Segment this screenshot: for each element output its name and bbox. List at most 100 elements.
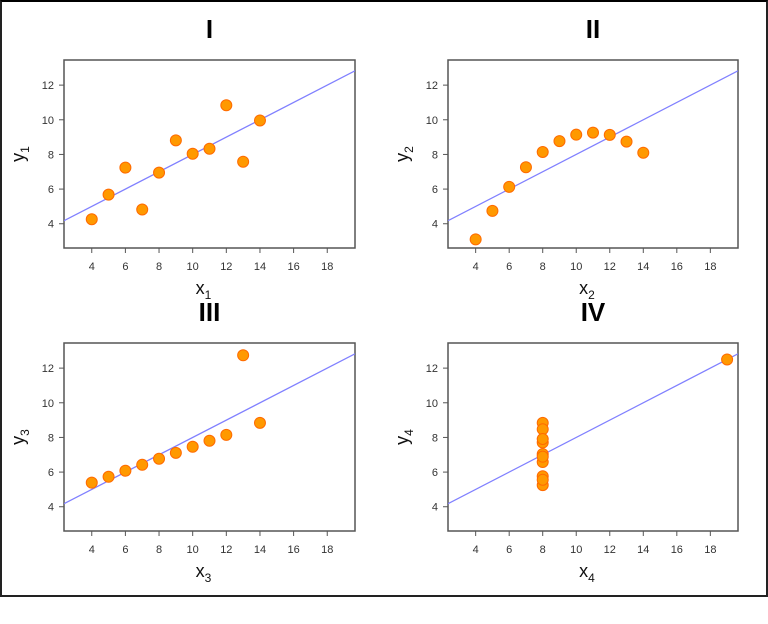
y-tick-label: 10 [42, 398, 54, 410]
x-tick-label: 16 [671, 261, 683, 273]
x-tick-label: 6 [122, 544, 128, 556]
data-point [153, 452, 166, 465]
data-point [203, 142, 216, 155]
data-point [169, 446, 182, 459]
y-axis-label: y3 [8, 429, 32, 445]
x-axis-label-subscript: 3 [205, 571, 212, 585]
x-tick-label: 4 [473, 544, 479, 556]
x-tick-label: 10 [187, 261, 199, 273]
data-point [253, 416, 266, 429]
data-point [486, 204, 499, 217]
x-tick-label: 12 [220, 544, 232, 556]
x-axis-label-main: x [579, 278, 588, 298]
data-point [136, 458, 149, 471]
y-tick-label: 12 [426, 363, 438, 375]
data-point [169, 134, 182, 147]
x-tick-label: 14 [254, 544, 266, 556]
y-axis-label-main: y [392, 436, 412, 445]
x-tick-label: 14 [637, 544, 649, 556]
data-point [553, 135, 566, 148]
x-tick-label: 6 [506, 544, 512, 556]
x-tick-label: 16 [287, 544, 299, 556]
x-tick-label: 4 [473, 261, 479, 273]
x-tick-label: 4 [89, 544, 95, 556]
data-point [220, 428, 233, 441]
x-tick-label: 12 [604, 544, 616, 556]
y-axis-label: y1 [8, 146, 32, 162]
y-axis-label-main: y [8, 436, 28, 445]
x-tick-label: 8 [540, 261, 546, 273]
y-tick-label: 8 [432, 149, 438, 161]
y-tick-label: 4 [48, 219, 54, 231]
y-tick-label: 12 [426, 80, 438, 92]
regression-line [448, 353, 738, 505]
x-tick-label: 18 [321, 544, 333, 556]
x-axis-label-subscript: 4 [588, 571, 595, 585]
y-tick-label: 10 [426, 398, 438, 410]
x-tick-label: 18 [704, 544, 716, 556]
data-point [587, 126, 599, 139]
x-tick-label: 16 [287, 261, 299, 273]
plot-box [447, 59, 739, 249]
x-tick-label: 12 [604, 261, 616, 273]
y-tick-label: 8 [432, 432, 438, 444]
x-axis-label-subscript: 1 [205, 288, 212, 302]
data-point [186, 440, 199, 453]
data-point [253, 114, 266, 127]
data-point [237, 155, 250, 168]
y-tick-label: 12 [42, 80, 54, 92]
data-point [85, 476, 98, 489]
data-point [536, 146, 549, 159]
x-tick-label: 18 [321, 261, 333, 273]
y-axis-label-subscript: 3 [18, 429, 32, 436]
x-axis-label-subscript: 2 [588, 288, 595, 302]
y-tick-label: 6 [48, 467, 54, 479]
y-tick-label: 6 [48, 184, 54, 196]
x-tick-label: 10 [570, 544, 582, 556]
data-point [85, 213, 98, 226]
x-tick-label: 8 [540, 544, 546, 556]
panel-title: III [199, 297, 221, 327]
data-point [721, 353, 734, 366]
y-tick-label: 12 [42, 363, 54, 375]
data-point [102, 470, 115, 483]
x-tick-label: 6 [506, 261, 512, 273]
x-tick-label: 6 [122, 261, 128, 273]
y-axis-label-main: y [392, 153, 412, 162]
data-point [603, 128, 616, 141]
data-point [119, 161, 132, 174]
x-tick-label: 4 [89, 261, 95, 273]
x-tick-label: 18 [704, 261, 716, 273]
x-tick-label: 12 [220, 261, 232, 273]
x-axis-label: x2 [579, 278, 595, 302]
x-axis-label-main: x [579, 561, 588, 581]
data-point [570, 128, 583, 141]
y-tick-label: 10 [426, 115, 438, 127]
data-point [119, 464, 132, 477]
y-tick-label: 4 [432, 219, 438, 231]
figure-frame [0, 0, 768, 597]
data-point [519, 161, 532, 174]
plot-box [447, 342, 739, 532]
y-axis-label: y4 [392, 429, 416, 445]
data-point [186, 147, 199, 160]
y-tick-label: 6 [432, 184, 438, 196]
data-point [136, 203, 149, 216]
y-axis-label-main: y [8, 153, 28, 162]
data-point [203, 434, 216, 447]
x-tick-label: 14 [637, 261, 649, 273]
y-tick-label: 10 [42, 115, 54, 127]
x-tick-label: 16 [671, 544, 683, 556]
data-point [102, 188, 115, 201]
y-axis-label-subscript: 4 [402, 429, 416, 436]
regression-line [448, 70, 738, 222]
data-point [153, 166, 166, 179]
y-tick-label: 4 [432, 502, 438, 514]
x-axis-label-main: x [196, 561, 205, 581]
panel-title: IV [581, 297, 606, 327]
y-tick-label: 8 [48, 432, 54, 444]
